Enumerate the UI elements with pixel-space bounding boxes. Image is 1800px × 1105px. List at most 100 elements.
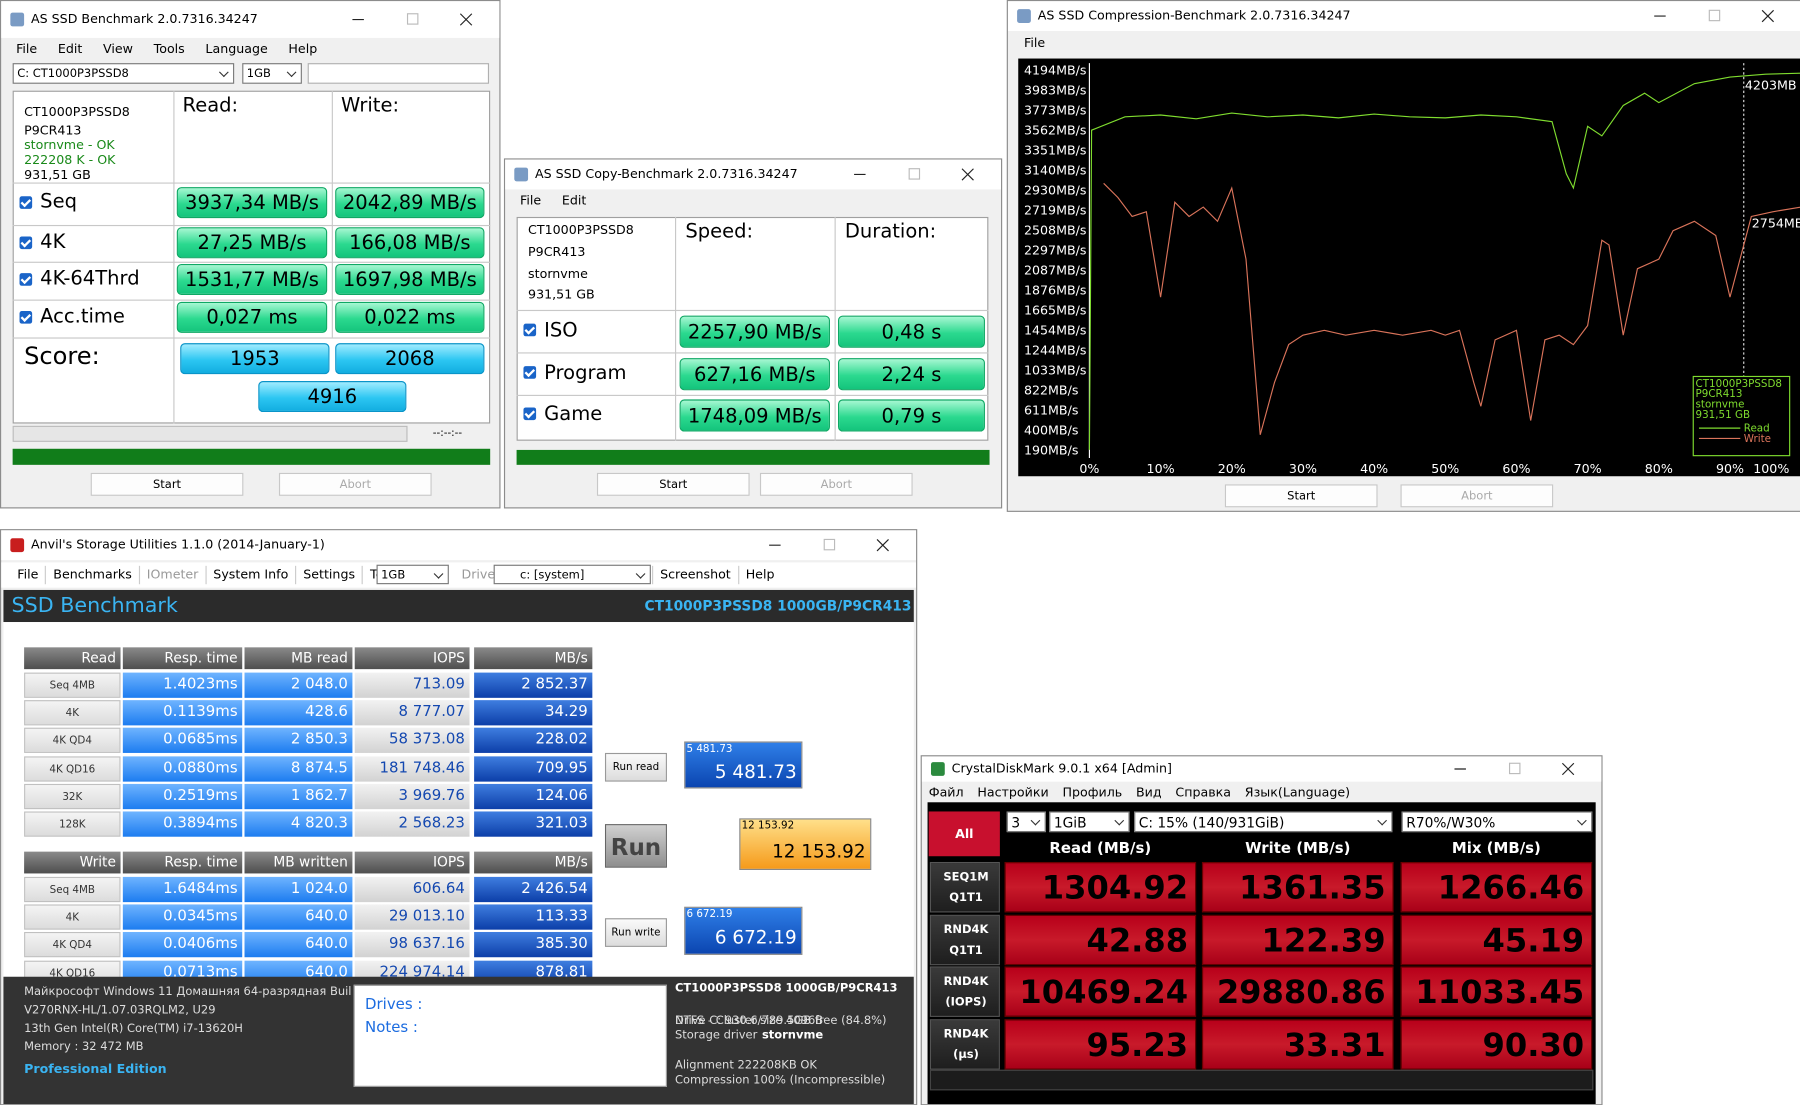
menu-item[interactable]: Settings bbox=[296, 565, 364, 585]
test-name: 4K bbox=[24, 700, 121, 726]
mb-per-second: 321.03 bbox=[474, 811, 593, 837]
mb-value: 640.0 bbox=[244, 904, 353, 930]
edition[interactable]: Professional Edition bbox=[24, 1061, 167, 1077]
y-tick-label: 2719MB/s bbox=[1024, 203, 1086, 218]
column-header: IOPS bbox=[354, 647, 470, 670]
menu-item[interactable]: Language bbox=[205, 41, 268, 57]
elapsed-time: --:--:-- bbox=[432, 428, 463, 440]
drive-select[interactable]: C: CT1000P3PSSD8 bbox=[12, 63, 235, 84]
window-controls[interactable] bbox=[1647, 8, 1796, 24]
column-header: Write (MB/s) bbox=[1245, 840, 1351, 858]
test-params: Q1T1 bbox=[949, 944, 983, 958]
window-controls[interactable] bbox=[1448, 761, 1597, 777]
window-controls[interactable] bbox=[847, 166, 996, 182]
drive-select[interactable]: C: 15% (140/931GiB) bbox=[1134, 811, 1393, 833]
checkbox[interactable] bbox=[19, 196, 33, 209]
test-name: 4K bbox=[24, 904, 121, 930]
checkbox[interactable] bbox=[523, 366, 537, 379]
checkbox[interactable] bbox=[523, 323, 537, 337]
menu-item[interactable]: Edit bbox=[561, 192, 587, 208]
result-value: 42.88 bbox=[1004, 914, 1197, 966]
mb-value: 2 048.0 bbox=[244, 672, 353, 698]
window-title: CrystalDiskMark 9.0.1 x64 [Admin] bbox=[951, 760, 1172, 776]
size-select[interactable]: 1GB bbox=[242, 63, 302, 84]
start-button[interactable]: Start bbox=[90, 472, 244, 496]
menu-item[interactable]: File bbox=[10, 565, 47, 585]
legend-info: CT1000P3PSSD8 bbox=[1696, 378, 1782, 390]
menu-item[interactable]: Язык(Language) bbox=[1244, 785, 1351, 800]
x-tick-label: 90% bbox=[1716, 461, 1744, 476]
start-button[interactable]: Start bbox=[596, 472, 750, 496]
menu-item[interactable]: System Info bbox=[206, 565, 297, 585]
score-label: Score: bbox=[24, 342, 100, 370]
test-name: SEQ1M bbox=[943, 871, 989, 884]
menu-item[interactable]: Файл bbox=[928, 785, 964, 800]
result-value: 45.19 bbox=[1400, 914, 1593, 966]
test-size-select[interactable]: 1GB bbox=[376, 564, 449, 585]
checkbox[interactable] bbox=[523, 407, 537, 421]
response-time: 0.1139ms bbox=[122, 700, 243, 726]
menu-bar: File bbox=[1024, 34, 1045, 52]
drive-select[interactable]: c: [system] bbox=[493, 564, 651, 585]
menu-item[interactable]: File bbox=[520, 192, 542, 208]
menu-item[interactable]: IOmeter bbox=[140, 565, 207, 585]
drive-label: Drive bbox=[461, 566, 496, 582]
test-name: 32K bbox=[24, 783, 121, 809]
run-button[interactable]: Run bbox=[604, 824, 667, 868]
y-tick-label: 3140MB/s bbox=[1024, 163, 1086, 178]
test-name: Seq 4MB bbox=[24, 876, 121, 903]
start-button[interactable]: Start bbox=[1224, 484, 1378, 508]
menu-item[interactable]: Вид bbox=[1135, 785, 1162, 800]
iops: 8 777.07 bbox=[354, 700, 470, 726]
abort-button[interactable]: Abort bbox=[759, 472, 913, 496]
write-result: 0,022 ms bbox=[335, 301, 485, 333]
window-controls[interactable] bbox=[346, 11, 495, 27]
all-button[interactable]: All bbox=[928, 811, 1000, 857]
drive-info: Drive C: 930.6/789.5GB free (84.8%) bbox=[675, 1014, 887, 1028]
column-header: Mix (MB/s) bbox=[1451, 840, 1541, 858]
row-label: Program bbox=[544, 361, 627, 385]
menu-item[interactable]: Edit bbox=[57, 41, 83, 57]
menu-item[interactable]: File bbox=[16, 41, 38, 57]
mb-value: 4 820.3 bbox=[244, 811, 353, 837]
row-label: Game bbox=[544, 402, 603, 426]
result-value: 29880.86 bbox=[1201, 966, 1394, 1017]
iops: 606.64 bbox=[354, 876, 470, 903]
response-time: 0.2519ms bbox=[122, 783, 243, 809]
count-select[interactable]: 3 bbox=[1006, 811, 1046, 833]
abort-button[interactable]: Abort bbox=[1400, 484, 1554, 508]
mix-select[interactable]: R70%/W30% bbox=[1401, 811, 1593, 833]
y-tick-label: 1454MB/s bbox=[1024, 323, 1086, 338]
mb-per-second: 124.06 bbox=[474, 783, 593, 809]
menu-item[interactable]: Профиль bbox=[1062, 785, 1123, 800]
mb-value: 428.6 bbox=[244, 700, 353, 726]
status-bar bbox=[12, 448, 491, 465]
menu-item[interactable]: File bbox=[1023, 35, 1046, 51]
menu-item[interactable]: Настройки bbox=[977, 785, 1049, 800]
size-select[interactable]: 1GiB bbox=[1049, 811, 1130, 833]
checkbox[interactable] bbox=[19, 311, 33, 324]
drive-info: Alignment 222208KB OK bbox=[675, 1059, 817, 1073]
header-band bbox=[3, 589, 914, 623]
notes-box bbox=[353, 984, 667, 1087]
menu-item[interactable]: Справка bbox=[1175, 785, 1232, 800]
menu-item[interactable]: View bbox=[103, 41, 133, 57]
menu-item[interactable]: Tools bbox=[153, 41, 185, 57]
window-title: Anvil's Storage Utilities 1.1.0 (2014-Ja… bbox=[30, 537, 325, 553]
checkbox[interactable] bbox=[19, 236, 33, 250]
abort-button[interactable]: Abort bbox=[278, 472, 432, 496]
run-read-button[interactable]: Run read bbox=[604, 752, 667, 782]
text-field[interactable] bbox=[307, 63, 490, 84]
menu-item[interactable]: Benchmarks bbox=[46, 565, 140, 585]
menu-item[interactable]: Screenshot bbox=[652, 565, 738, 585]
crystaldiskmark-window: CrystalDiskMark 9.0.1 x64 [Admin] Файл Нас… bbox=[920, 755, 1603, 1105]
menu-bar: File Edit bbox=[520, 192, 586, 210]
menu-item[interactable]: Help bbox=[288, 41, 318, 57]
run-write-button[interactable]: Run write bbox=[604, 918, 667, 947]
window-controls[interactable] bbox=[762, 537, 911, 553]
menu-item[interactable]: Help bbox=[737, 565, 782, 585]
mb-per-second: 2 852.37 bbox=[474, 672, 593, 698]
checkbox[interactable] bbox=[19, 273, 33, 286]
